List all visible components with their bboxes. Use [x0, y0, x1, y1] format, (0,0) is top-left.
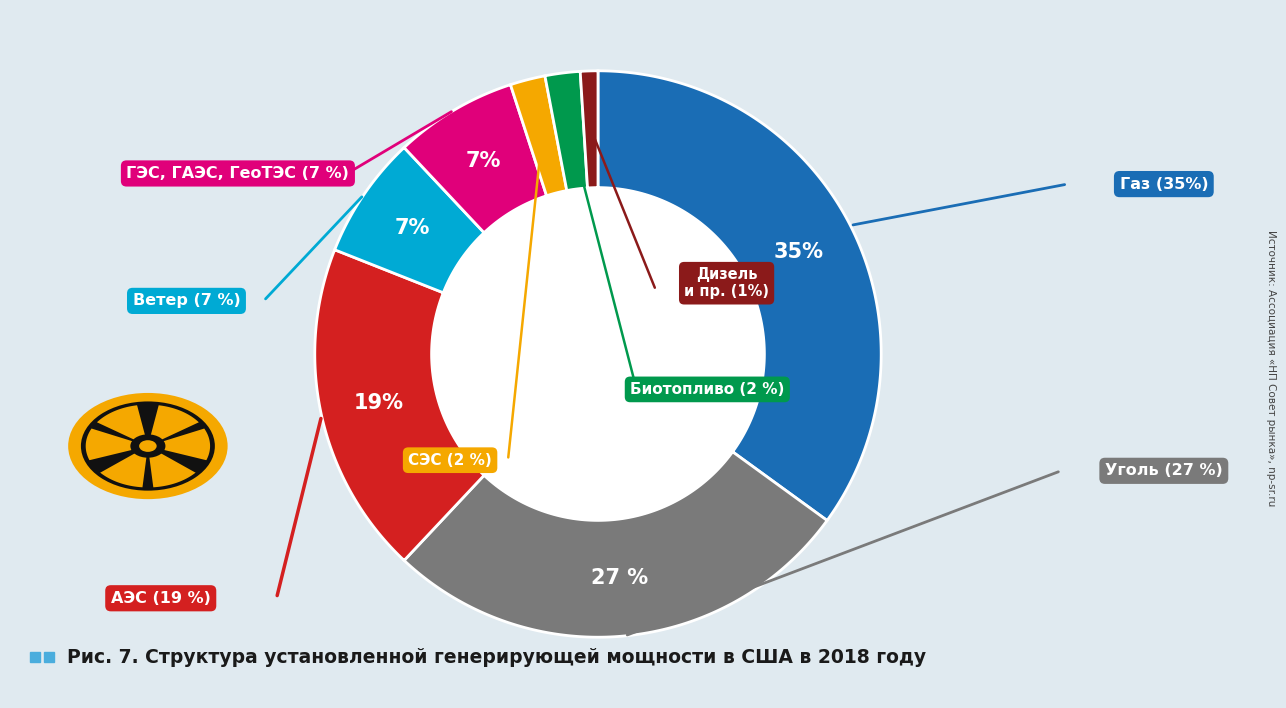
Text: 7%: 7% [395, 217, 430, 238]
Text: Дизель
и пр. (1%): Дизель и пр. (1%) [684, 267, 769, 299]
Text: 19%: 19% [354, 393, 404, 413]
Text: 35%: 35% [773, 242, 823, 262]
Polygon shape [545, 72, 588, 190]
Polygon shape [86, 428, 147, 487]
Text: Биотопливо (2 %): Биотопливо (2 %) [630, 382, 784, 397]
Polygon shape [334, 147, 484, 292]
Ellipse shape [432, 188, 764, 520]
Text: СЭС (2 %): СЭС (2 %) [408, 452, 493, 468]
Polygon shape [598, 71, 881, 520]
Polygon shape [136, 403, 159, 439]
Ellipse shape [130, 434, 166, 458]
Polygon shape [96, 405, 199, 440]
Text: Рис. 7. Структура установленной генерирующей мощности в США в 2018 году: Рис. 7. Структура установленной генериру… [67, 648, 926, 666]
Polygon shape [511, 76, 567, 196]
Ellipse shape [81, 401, 215, 491]
Polygon shape [149, 428, 210, 487]
Text: 27 %: 27 % [590, 568, 648, 588]
Polygon shape [315, 250, 484, 561]
Polygon shape [404, 85, 547, 233]
Text: Газ (35%): Газ (35%) [1120, 176, 1208, 192]
Text: ГЭС, ГАЭС, ГеоТЭС (7 %): ГЭС, ГАЭС, ГеоТЭС (7 %) [126, 166, 350, 181]
Polygon shape [404, 452, 827, 637]
Text: Уголь (27 %): Уголь (27 %) [1105, 463, 1223, 479]
Ellipse shape [68, 393, 228, 499]
Polygon shape [580, 71, 598, 188]
Ellipse shape [139, 440, 157, 452]
Polygon shape [157, 449, 210, 474]
Text: 7%: 7% [466, 151, 502, 171]
Text: Источник: Ассоциация «НП Совет рынка», np-sr.ru: Источник: Ассоциация «НП Совет рынка», n… [1265, 230, 1276, 506]
Polygon shape [86, 449, 139, 474]
Text: Ветер (7 %): Ветер (7 %) [132, 293, 240, 309]
Text: АЭС (19 %): АЭС (19 %) [111, 590, 211, 606]
